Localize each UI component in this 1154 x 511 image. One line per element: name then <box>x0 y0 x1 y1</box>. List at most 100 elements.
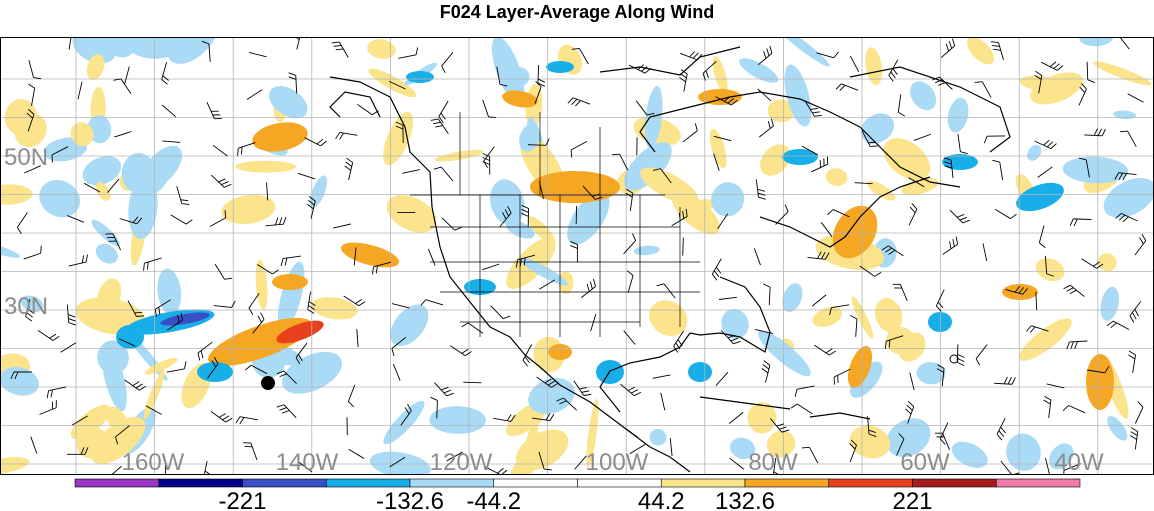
wind-barb <box>757 88 772 102</box>
wind-barb <box>343 295 366 307</box>
wind-barb <box>996 417 1006 441</box>
wind-barb <box>622 426 639 438</box>
shading-patch <box>90 416 146 465</box>
wind-barb <box>702 60 717 81</box>
wind-barbs <box>10 37 1147 475</box>
wind-barb <box>68 37 73 50</box>
wind-barb <box>908 177 925 188</box>
wind-barb <box>1066 340 1088 350</box>
shading-patch <box>116 325 144 349</box>
wind-barb <box>532 413 555 422</box>
wind-barb <box>1086 61 1095 83</box>
wind-barb <box>574 455 587 470</box>
shading-patch <box>39 180 81 218</box>
wind-barb <box>67 447 89 455</box>
wind-barb <box>297 172 316 180</box>
shading-patch <box>1062 156 1129 184</box>
wind-barb <box>1128 350 1136 373</box>
wind-barb <box>772 457 781 475</box>
wind-barb <box>1035 291 1038 310</box>
wind-barb <box>389 456 406 468</box>
wind-barb <box>235 416 258 424</box>
wind-barb <box>859 265 882 277</box>
wind-barb <box>1043 395 1052 418</box>
wind-barb <box>861 130 878 147</box>
longitude-label: 40W <box>1054 449 1104 475</box>
wind-barb <box>1078 157 1090 178</box>
wind-barb <box>331 41 349 58</box>
latitude-labels: 50N 30N <box>4 144 48 320</box>
wind-barb <box>77 81 83 100</box>
wind-barb <box>25 298 34 322</box>
wind-barb <box>728 411 744 424</box>
shading-patch <box>311 297 358 320</box>
wind-barb <box>896 433 905 456</box>
wind-barb <box>1063 284 1085 297</box>
wind-barb <box>713 135 732 142</box>
wind-barb <box>127 300 145 317</box>
wind-barb <box>446 451 463 462</box>
wind-barb <box>652 168 672 184</box>
wind-barb <box>449 345 472 357</box>
wind-barb <box>715 371 729 386</box>
shading-patch <box>729 437 756 460</box>
wind-barb <box>539 279 556 290</box>
shading-patch <box>758 330 811 377</box>
wind-barb <box>957 133 968 155</box>
wind-barb <box>582 185 603 200</box>
wind-barb <box>347 384 356 408</box>
wind-barb <box>119 216 143 225</box>
wind-barb <box>814 344 836 356</box>
longitude-label: 60W <box>900 449 950 475</box>
latitude-label: 30N <box>4 293 48 320</box>
wind-barb <box>154 299 171 317</box>
wind-barb <box>26 108 35 132</box>
wind-barb <box>1119 130 1137 148</box>
wind-barb <box>994 208 1017 219</box>
shading-patch <box>867 180 896 201</box>
coastlines-and-borders <box>329 46 1011 473</box>
wind-barb <box>493 414 516 422</box>
wind-barb <box>761 360 771 383</box>
wind-barb <box>982 243 988 261</box>
wind-barb <box>214 263 233 280</box>
wind-barb <box>28 83 36 106</box>
wind-barb <box>430 118 449 135</box>
wind-barb <box>1078 83 1087 106</box>
wind-barb <box>556 397 578 411</box>
wind-barb <box>949 209 970 224</box>
shading-patch <box>777 37 830 67</box>
shading-patch <box>1035 258 1065 282</box>
wind-barb <box>522 344 533 367</box>
wind-barb <box>635 100 655 116</box>
wind-barb <box>660 392 666 411</box>
shading-patch <box>160 312 210 326</box>
wind-barb <box>829 304 850 316</box>
shading-patch <box>947 97 969 133</box>
wind-barb <box>769 418 790 433</box>
shading-patch <box>406 71 434 83</box>
shading-patch <box>782 283 803 313</box>
wind-barb <box>867 416 877 437</box>
wind-barb <box>1129 427 1139 450</box>
shading-patch <box>1107 416 1128 441</box>
wind-barb <box>849 55 860 73</box>
wind-barb <box>718 296 737 300</box>
shading-patch <box>633 245 660 256</box>
shading-patch <box>548 344 572 360</box>
wind-barb <box>304 137 327 147</box>
shading-patch <box>967 37 995 65</box>
wind-barb <box>292 37 302 50</box>
shading-patch <box>711 182 745 217</box>
wind-barb <box>39 400 57 415</box>
wind-barb <box>1026 325 1049 333</box>
wind-barb <box>801 145 818 156</box>
wind-barb <box>276 370 297 385</box>
wind-barb <box>105 233 122 251</box>
wind-barb <box>1040 61 1064 71</box>
wind-barb <box>974 81 992 98</box>
colorbar-box <box>577 478 662 488</box>
wind-barb <box>1114 172 1137 181</box>
wind-barb <box>538 451 552 471</box>
wind-barb <box>24 165 41 174</box>
